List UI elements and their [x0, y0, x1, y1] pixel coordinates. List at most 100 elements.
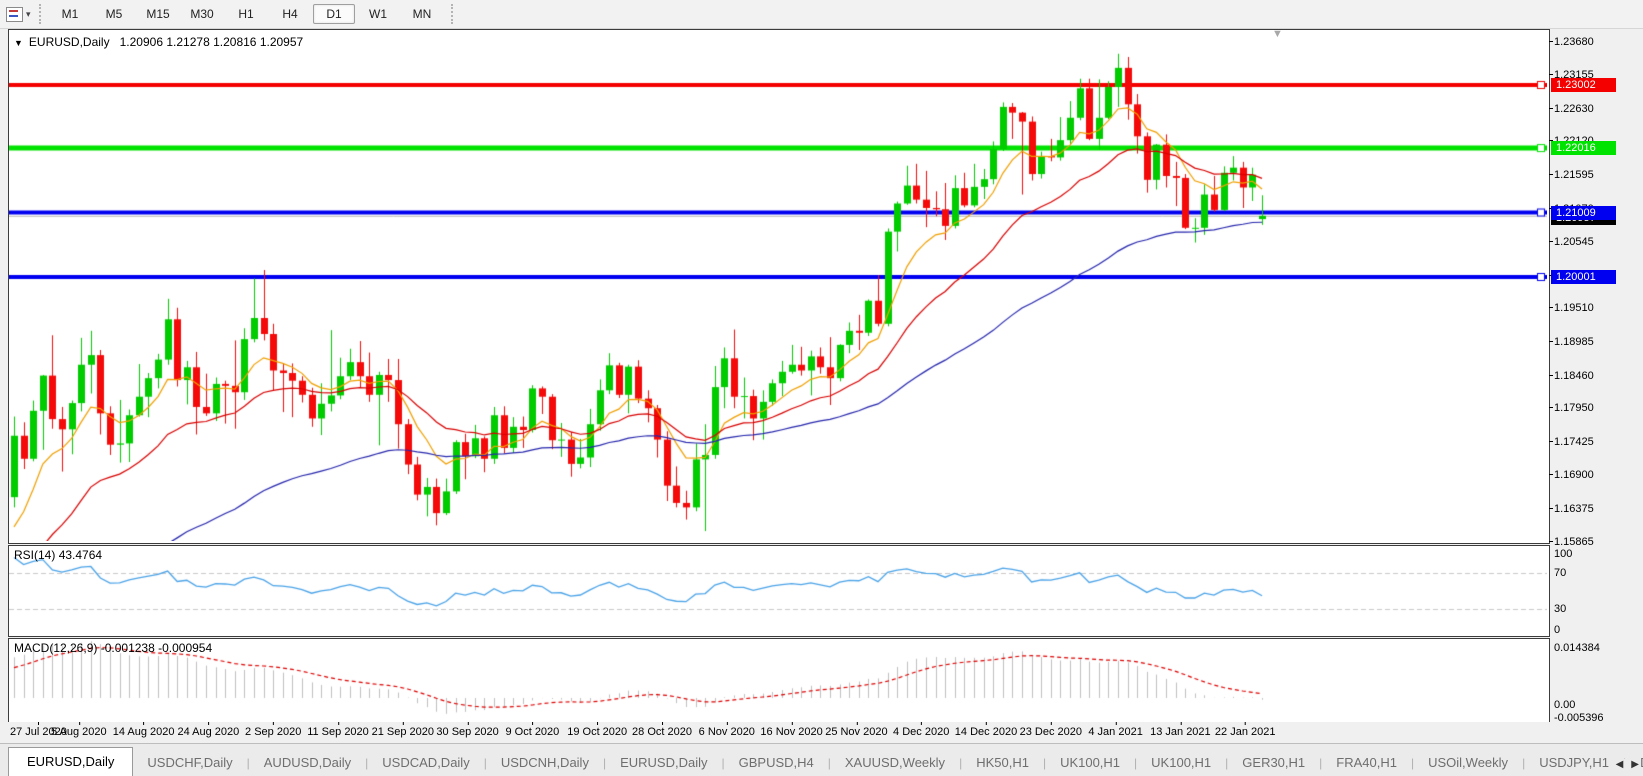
ohlc-close: 1.20957 [259, 35, 304, 49]
date-axis: 27 Jul 2020 5 Aug 2020 14 Aug 2020 24 Aug 2… [8, 722, 1550, 742]
date-axis-tick: 24 Aug 2020 [177, 722, 240, 738]
timeframe-button-MN[interactable]: MN [412, 7, 432, 21]
timeframe-button-W1[interactable]: W1 [369, 7, 387, 21]
chart-tab-XAUUSD-Weekly[interactable]: XAUUSD,Weekly [844, 755, 946, 770]
date-axis-tick: 16 Nov 2020 [760, 722, 823, 738]
macd-scale-label: 0.00 [1554, 699, 1576, 711]
price-chart-canvas[interactable] [9, 30, 1547, 541]
tab-divider: | [1410, 756, 1415, 770]
timeframe-button-M5[interactable]: M5 [105, 7, 123, 21]
price-axis-tick: 1.18460 [1549, 369, 1594, 382]
mini-chart-icon [6, 6, 23, 22]
chart-windows-icon[interactable]: ▾ [6, 4, 32, 24]
date-axis-tick: 21 Sep 2020 [371, 722, 434, 738]
rsi-scale-label: 100 [1554, 548, 1573, 560]
rsi-name: RSI(14) [14, 548, 56, 562]
date-axis-tick: 4 Dec 2020 [893, 722, 950, 738]
macd-panel [8, 638, 1550, 724]
price-axis-tick: 1.17950 [1549, 402, 1594, 415]
macd-value-main: -0.001238 [100, 641, 155, 655]
rsi-scale-label: 0 [1554, 624, 1561, 636]
tab-scroll-right-icon[interactable]: ▶ [1631, 759, 1639, 770]
date-axis-tick: 23 Dec 2020 [1019, 722, 1082, 738]
rsi-indicator-label: RSI(14) 43.4764 [14, 548, 102, 562]
chart-symbol-label: EURUSD,Daily [28, 35, 110, 49]
macd-value-signal: -0.000954 [158, 641, 213, 655]
hline-price-tag[interactable]: 1.23002 [1551, 78, 1616, 92]
date-axis-tick: 14 Dec 2020 [954, 722, 1018, 738]
chart-tab-bar: EURUSD,Daily USDCHF,Daily | AUDUSD,Daily | US… [0, 743, 1643, 776]
price-axis-tick: 1.19510 [1549, 302, 1594, 315]
macd-name: MACD(12,26,9) [14, 641, 98, 655]
hline-price-tag[interactable]: 1.22016 [1551, 141, 1616, 156]
chart-tab-USOil-Weekly[interactable]: USOil,Weekly [1428, 755, 1509, 770]
price-axis-tick: 1.17425 [1549, 435, 1594, 448]
rsi-value: 43.4764 [58, 548, 103, 562]
tab-scroll-buttons: ◀ ▶ [1609, 759, 1639, 770]
rsi-canvas[interactable] [9, 546, 1547, 634]
ohlc-high: 1.21278 [166, 35, 210, 49]
price-axis-tick: 1.20545 [1549, 236, 1594, 249]
date-axis-tick: 5 Aug 2020 [50, 722, 107, 738]
tab-divider: | [1225, 756, 1229, 770]
chart-tab-GBPUSD-H4[interactable]: GBPUSD,H4 [738, 755, 814, 770]
timeframe-button-M30[interactable]: M30 [190, 7, 214, 21]
date-axis-tick: 11 Sep 2020 [307, 722, 369, 738]
chart-tab-UK100-H1[interactable]: UK100,H1 [1060, 755, 1121, 770]
date-axis-tick: 19 Oct 2020 [567, 722, 628, 738]
date-axis-tick: 27 Jul 2020 [10, 722, 67, 738]
chart-title: ▼ EURUSD,Daily 1.20906 1.21278 1.20816 1.… [14, 35, 303, 49]
tab-divider: | [827, 756, 831, 770]
rsi-panel [8, 545, 1550, 637]
date-axis-tick: 2 Sep 2020 [245, 722, 302, 738]
chevron-down-icon: ▾ [26, 8, 31, 19]
macd-scale-label: 0.014384 [1554, 642, 1600, 654]
tab-scroll-left-icon[interactable]: ◀ [1615, 759, 1624, 770]
date-axis-tick: 9 Oct 2020 [505, 722, 560, 738]
hline-price-tag[interactable]: 1.21009 [1551, 205, 1616, 220]
chart-tab-HK50-H1[interactable]: HK50,H1 [976, 755, 1029, 770]
chart-tab-USDCNH-Daily[interactable]: USDCNH,Daily [500, 755, 589, 770]
main-chart-panel [8, 29, 1550, 544]
rsi-scale-label: 30 [1554, 603, 1567, 615]
tab-divider: | [1319, 756, 1323, 770]
date-axis-tick: 28 Oct 2020 [632, 722, 692, 738]
chart-tab-EURUSD-Daily[interactable]: EURUSD,Daily [8, 747, 134, 776]
timeframe-button-M15[interactable]: M15 [146, 7, 170, 21]
tab-divider: | [365, 756, 369, 770]
price-axis-tick: 1.23680 [1549, 35, 1594, 48]
macd-indicator-label: MACD(12,26,9) -0.001238 -0.000954 [14, 641, 212, 655]
tab-divider: | [483, 756, 487, 770]
chart-tab-UK100-H1[interactable]: UK100,H1 [1151, 755, 1212, 770]
chart-tab-DJ30-Daily[interactable]: DJ30,Daily [1626, 749, 1643, 776]
date-axis-tick: 25 Nov 2020 [825, 722, 888, 738]
chart-tab-EURUSD-Daily[interactable]: EURUSD,Daily [620, 755, 708, 770]
chart-tab-AUDUSD-Daily[interactable]: AUDUSD,Daily [263, 755, 352, 770]
hline-price-tag[interactable]: 1.20001 [1551, 270, 1616, 284]
timeframe-button-H4[interactable]: H4 [282, 7, 298, 21]
tab-divider: | [602, 756, 607, 770]
chart-tab-FRA40-H1[interactable]: FRA40,H1 [1336, 755, 1397, 770]
chart-tab-GER30-H1[interactable]: GER30,H1 [1242, 755, 1306, 770]
timeframe-button-H1[interactable]: H1 [238, 7, 254, 21]
date-axis-tick: 30 Sep 2020 [436, 722, 499, 738]
tab-divider: | [721, 756, 725, 770]
tab-divider: | [246, 756, 250, 770]
timeframe-button-D1[interactable]: D1 [313, 4, 355, 24]
chart-shift-marker-icon[interactable]: ▼ [1272, 28, 1283, 40]
date-axis-tick: 14 Aug 2020 [112, 722, 175, 738]
rsi-scale-label: 70 [1554, 567, 1567, 579]
chart-context-arrow-icon[interactable]: ▼ [14, 38, 23, 48]
macd-scale-label: -0.005396 [1554, 712, 1604, 724]
toolbar-separator [451, 4, 453, 24]
chart-tab-USDJPY-H1[interactable]: USDJPY,H1 [1539, 755, 1610, 770]
tab-divider: | [1522, 756, 1526, 770]
date-axis-tick: 4 Jan 2021 [1088, 722, 1143, 738]
price-axis-tick: 1.16375 [1549, 502, 1594, 515]
macd-canvas[interactable] [9, 639, 1547, 721]
chart-tab-USDCHF-Daily[interactable]: USDCHF,Daily [147, 755, 233, 770]
tab-divider: | [1042, 756, 1047, 770]
chart-tab-USDCAD-Daily[interactable]: USDCAD,Daily [382, 755, 470, 770]
timeframe-button-M1[interactable]: M1 [61, 7, 79, 21]
